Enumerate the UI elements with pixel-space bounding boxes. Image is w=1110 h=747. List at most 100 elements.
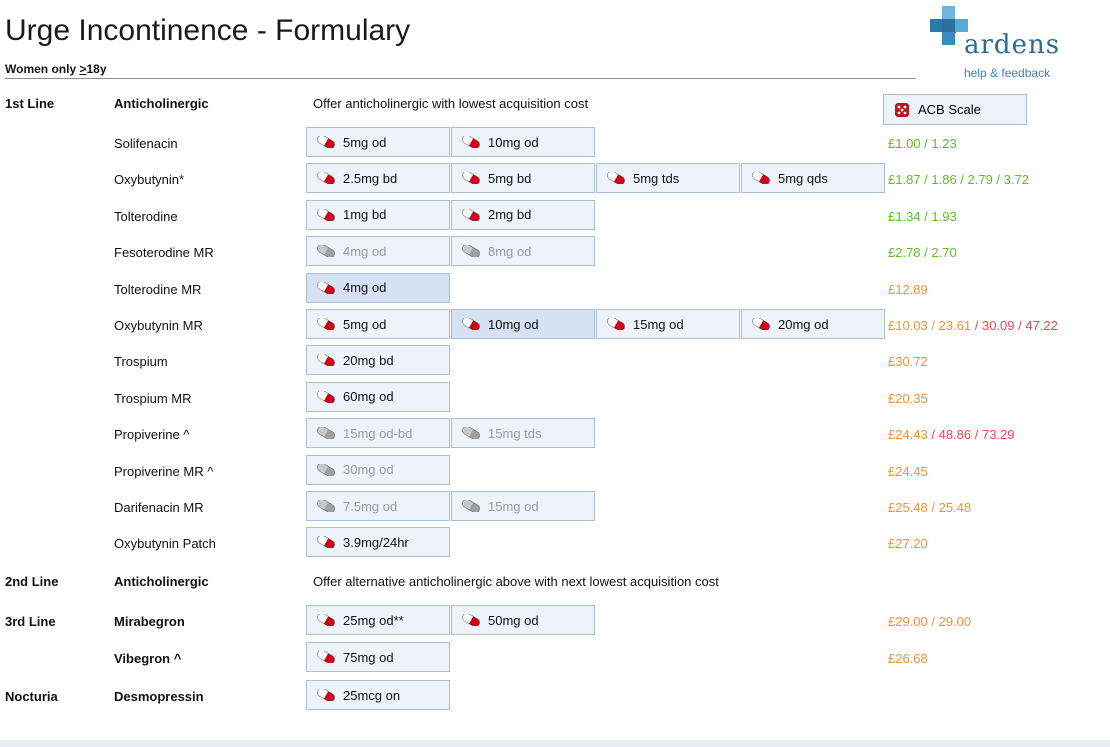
- cost-trospium-mr: £20.35: [888, 391, 928, 406]
- pill-icon: [462, 427, 480, 440]
- page-title: Urge Incontinence - Formulary: [5, 14, 411, 47]
- dose-button-tolterodine-mr-0[interactable]: 4mg od: [306, 272, 450, 303]
- cost-part: £24.43: [888, 427, 928, 443]
- pill-icon: [317, 172, 335, 185]
- acb-scale-label: ACB Scale: [918, 102, 981, 117]
- cost-oxybutynin-patch: £27.20: [888, 536, 928, 551]
- dose-button-oxybutynin-mr-3[interactable]: 20mg od: [741, 309, 885, 339]
- dose-button-oxybutynin-1[interactable]: 5mg bd: [451, 163, 595, 194]
- pill-icon: [462, 614, 480, 626]
- dose-button-vibegron-0[interactable]: 75mg od: [306, 642, 450, 672]
- cost-trospium: £30.72: [888, 354, 928, 369]
- dose-button-tolterodine-0[interactable]: 1mg bd: [306, 199, 450, 230]
- dose-label: 5mg od: [343, 134, 387, 150]
- dose-label: 8mg od: [488, 243, 532, 259]
- pill-icon: [317, 427, 335, 440]
- dose-button-oxybutynin-mr-0[interactable]: 5mg od: [306, 309, 450, 339]
- pill-icon: [462, 318, 480, 330]
- pill-icon: [317, 463, 335, 476]
- dose-button-oxybutynin-mr-2[interactable]: 15mg od: [596, 309, 740, 339]
- subtitle-prefix: Women only: [5, 62, 80, 76]
- dose-label: 5mg bd: [488, 170, 532, 186]
- second-line-label: 2nd Line: [5, 574, 59, 589]
- dose-button-darifenacin-mr-0[interactable]: 7.5mg od: [306, 491, 450, 521]
- first-line-class: Anticholinergic: [114, 96, 209, 111]
- dose-button-desmopressin-0[interactable]: 25mcg on: [306, 680, 450, 710]
- dose-label: 20mg od: [778, 316, 829, 332]
- logo-wordmark: ardens: [964, 30, 1061, 60]
- dose-label: 15mg tds: [488, 425, 542, 441]
- dose-button-oxybutynin-patch-0[interactable]: 3.9mg/24hr: [306, 527, 450, 558]
- help-feedback-link[interactable]: help & feedback: [964, 66, 1051, 80]
- dose-label: 25mcg on: [343, 687, 401, 703]
- dose-label: 5mg od: [343, 316, 387, 332]
- acb-scale-button[interactable]: ACB Scale: [883, 94, 1027, 125]
- pill-icon: [462, 245, 480, 258]
- cost-part: £24.45: [888, 463, 928, 479]
- dose-button-oxybutynin-mr-1[interactable]: 10mg od: [451, 309, 595, 339]
- dose-button-mirabegron-0[interactable]: 25mg od**: [306, 605, 450, 635]
- nocturia-label: Nocturia: [5, 689, 58, 704]
- drug-name-solifenacin: Solifenacin: [114, 136, 178, 151]
- pill-icon: [462, 208, 480, 221]
- dose-button-propiverine-0[interactable]: 15mg od-bd: [306, 418, 450, 449]
- subtitle-suffix: 18y: [86, 62, 107, 76]
- pill-icon: [317, 208, 335, 221]
- drug-name-tolterodine: Tolterodine: [114, 208, 178, 224]
- dose-label: 7.5mg od: [343, 498, 398, 514]
- dose-button-darifenacin-mr-1[interactable]: 15mg od: [451, 491, 595, 521]
- pill-icon: [317, 245, 335, 258]
- dose-button-mirabegron-1[interactable]: 50mg od: [451, 605, 595, 635]
- cost-part: £1.00 / 1.23: [888, 136, 957, 151]
- dose-label: 10mg od: [488, 316, 539, 332]
- dose-label: 60mg od: [343, 389, 394, 405]
- dose-button-solifenacin-1[interactable]: 10mg od: [451, 127, 595, 157]
- dose-button-oxybutynin-0[interactable]: 2.5mg bd: [306, 163, 450, 194]
- dice-icon: [895, 102, 909, 117]
- cost-part: £10.03 / 23.61: [888, 318, 972, 333]
- cost-part: £2.78 / 2.70: [888, 245, 957, 261]
- dose-label: 20mg bd: [343, 352, 394, 368]
- dose-label: 25mg od**: [343, 612, 404, 628]
- ardens-logo: ardens help & feedback: [930, 6, 1100, 80]
- cost-part: / 30.09 / 47.22: [971, 318, 1058, 333]
- dose-label: 15mg od: [633, 316, 684, 332]
- cost-part: £27.20: [888, 536, 928, 552]
- nocturia-class: Desmopressin: [114, 689, 204, 704]
- dose-button-oxybutynin-3[interactable]: 5mg qds: [741, 163, 885, 194]
- dose-button-oxybutynin-2[interactable]: 5mg tds: [596, 163, 740, 194]
- cost-part: £26.68: [888, 651, 928, 666]
- cost-part: £30.72: [888, 354, 928, 370]
- dose-button-fesoterodine-mr-1[interactable]: 8mg od: [451, 236, 595, 267]
- dose-button-propiverine-1[interactable]: 15mg tds: [451, 418, 595, 449]
- dose-label: 3.9mg/24hr: [343, 534, 409, 550]
- pill-icon: [317, 500, 335, 512]
- cost-part: £1.34 / 1.93: [888, 208, 957, 224]
- dose-button-tolterodine-1[interactable]: 2mg bd: [451, 199, 595, 230]
- dose-button-trospium-mr-0[interactable]: 60mg od: [306, 381, 450, 412]
- pill-icon: [317, 390, 335, 403]
- drug-name-trospium-mr: Trospium MR: [114, 390, 192, 406]
- pill-icon: [607, 172, 625, 185]
- ardens-cross-icon: [930, 6, 968, 45]
- pill-icon: [752, 172, 770, 185]
- pill-icon: [317, 651, 335, 663]
- dose-button-propiverine-mr-0[interactable]: 30mg od: [306, 454, 450, 485]
- cost-propiverine: £24.43 / 48.86 / 73.29: [888, 427, 1015, 442]
- cost-tolterodine: £1.34 / 1.93: [888, 209, 957, 224]
- pill-icon: [317, 281, 335, 294]
- cost-part: £20.35: [888, 390, 928, 406]
- dose-button-trospium-0[interactable]: 20mg bd: [306, 345, 450, 376]
- cost-darifenacin-mr: £25.48 / 25.48: [888, 500, 971, 515]
- pill-icon: [317, 689, 335, 701]
- first-line-note: Offer anticholinergic with lowest acquis…: [313, 96, 589, 111]
- cost-part: £1.87 / 1.86 / 2.79 / 3.72: [888, 172, 1029, 188]
- dose-label: 5mg tds: [633, 170, 680, 186]
- footer-bar: [0, 740, 1110, 747]
- drug-name-propiverine-mr: Propiverine MR ^: [114, 463, 214, 479]
- cost-oxybutynin: £1.87 / 1.86 / 2.79 / 3.72: [888, 172, 1029, 187]
- pill-icon: [607, 318, 625, 330]
- dose-button-solifenacin-0[interactable]: 5mg od: [306, 127, 450, 157]
- dose-button-fesoterodine-mr-0[interactable]: 4mg od: [306, 236, 450, 267]
- cost-vibegron: £26.68: [888, 651, 928, 666]
